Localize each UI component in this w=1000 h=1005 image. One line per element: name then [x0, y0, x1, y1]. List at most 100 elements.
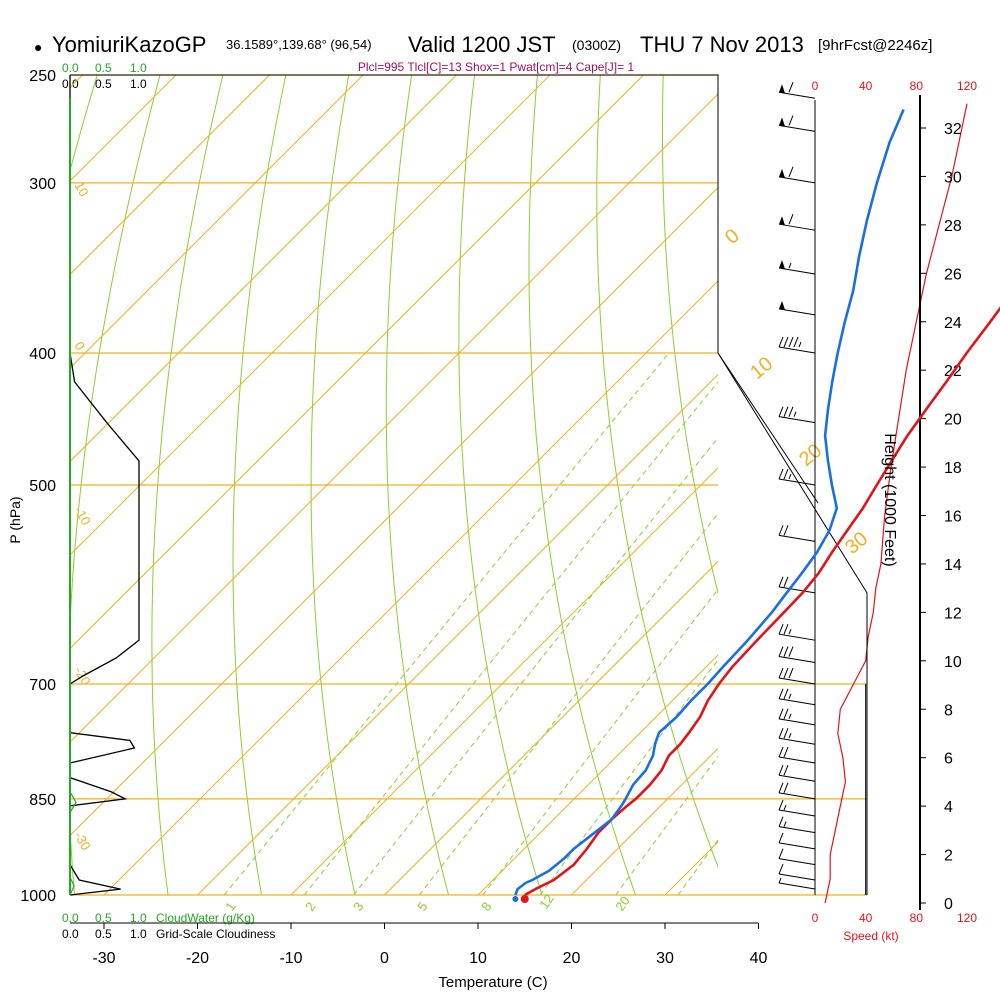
mixing-ratio-line	[224, 353, 669, 895]
wind-barb-flag	[779, 728, 783, 738]
wind-barb-flag	[779, 624, 783, 634]
wind-barb-flag	[789, 407, 793, 417]
wind-barb	[779, 864, 815, 880]
y-tick-label: 300	[29, 176, 56, 193]
wind-barb-flag	[779, 709, 783, 719]
wind-barb-staff	[779, 793, 815, 799]
wind-barb-flag	[779, 525, 783, 535]
dry-adiabats	[0, 51, 1000, 924]
valid-zulu: (0300Z)	[572, 37, 621, 53]
isotherm-label: 0	[71, 339, 88, 353]
wind-barb-half-flag	[789, 263, 791, 268]
wind-barb	[779, 525, 815, 541]
wind-barb-flag	[779, 668, 783, 678]
wind-barb-flag	[784, 709, 788, 719]
wind-barb-flag	[789, 167, 793, 177]
wind-barb-flag	[789, 337, 793, 347]
y-tick-label: 1000	[20, 888, 56, 905]
wind-barb-flag	[784, 689, 788, 699]
wind-barb-flag	[784, 525, 788, 535]
forecast-info: [9hrFcst@2246z]	[818, 37, 932, 54]
wind-barb-staff	[779, 738, 815, 744]
wind-barb-staff	[779, 535, 815, 541]
wind-barb	[779, 668, 815, 684]
wind-barb-staff	[779, 883, 815, 889]
y-tick-label: 500	[29, 478, 56, 495]
speed-axis-title: Speed (kt)	[843, 929, 898, 943]
wind-barb	[779, 878, 815, 889]
height-tick-label: 12	[944, 605, 962, 622]
height-tick-label: 18	[944, 460, 962, 477]
wind-barb-half-flag	[789, 629, 791, 634]
wind-barb	[779, 647, 815, 663]
wind-barb-flag	[779, 765, 783, 775]
wind-barb	[779, 624, 815, 640]
wind-barb-flag	[779, 817, 783, 827]
wind-barb-flag	[789, 668, 793, 678]
surface-dewpoint-marker	[512, 896, 518, 902]
wind-barb-pennant	[779, 169, 785, 178]
wind-barb	[779, 214, 815, 230]
y-tick-label: 250	[29, 68, 56, 85]
cw-top-05: 0.5	[95, 61, 112, 75]
dry-adiabat-line	[311, 51, 362, 924]
wind-barb-flag	[779, 469, 783, 479]
wind-barb-flag	[784, 337, 788, 347]
plot-border	[70, 75, 818, 503]
mixing-ratio-line	[419, 353, 845, 895]
wind-barb-flag	[789, 82, 793, 92]
cloudiness-label: Grid-Scale Cloudiness	[156, 927, 275, 941]
header: ● YomiuriKazoGP 36.1589°,139.68° (96,54)…	[34, 32, 932, 74]
speed-tick-top: 120	[957, 79, 977, 93]
wind-barb	[779, 783, 815, 799]
dry-adiabat-label: 10	[746, 353, 777, 384]
wind-barb-half-flag	[789, 733, 791, 738]
wind-barb-half-flag	[799, 342, 801, 347]
isobars	[70, 75, 867, 895]
wind-barb-staff	[779, 859, 815, 865]
wind-barb-flag	[779, 849, 783, 859]
surface-temperature-marker	[521, 895, 529, 903]
wind-barb-flag	[779, 783, 783, 793]
wind-barb-flag	[789, 647, 793, 657]
wind-barb-staff	[779, 634, 815, 640]
height-tick-label: 8	[944, 702, 953, 719]
cw-top-1: 1.0	[130, 61, 147, 75]
cw-top-0: 0.0	[62, 61, 79, 75]
wind-barb-staff	[779, 827, 815, 833]
cl-bot-1: 1.0	[130, 927, 147, 941]
mixing-ratio-label: 3	[350, 899, 366, 914]
wind-barb	[779, 82, 815, 98]
wind-barb-staff	[779, 757, 815, 763]
speed-tick-top: 80	[910, 79, 924, 93]
valid-date: THU 7 Nov 2013	[640, 32, 804, 57]
isotherm-aux	[910, 75, 1000, 895]
wind-barb-staff	[779, 874, 815, 880]
wind-barb-half-flag	[789, 714, 791, 719]
sounding-series	[512, 109, 1000, 903]
height-tick-label: 14	[944, 557, 962, 574]
wind-barb	[779, 833, 815, 849]
dry-adiabat-label: 0	[721, 225, 744, 249]
speed-tick-top: 40	[859, 79, 873, 93]
mixing-ratio-label: 5	[414, 899, 430, 914]
dry-adiabat-line	[597, 51, 741, 924]
wind-barb-pennant	[779, 216, 785, 225]
wind-barb-staff	[779, 678, 815, 684]
mixing-ratio-label: 12	[536, 891, 557, 911]
height-tick-label: 10	[944, 654, 962, 671]
wind-barb-half-flag	[784, 822, 786, 827]
y-axis-title: P (hPa)	[7, 496, 23, 543]
wind-barb-flag	[779, 337, 783, 347]
isotherm-label: -30	[71, 829, 93, 853]
wind-barb-flag	[784, 407, 788, 417]
wind-barb-half-flag	[789, 474, 791, 479]
x-tick-label: 20	[563, 950, 581, 967]
wind-barb-flag	[779, 647, 783, 657]
wind-barb-half-flag	[779, 878, 781, 883]
mixing-ratio-line	[354, 353, 787, 895]
dry-adiabat-label: 20	[795, 440, 826, 471]
